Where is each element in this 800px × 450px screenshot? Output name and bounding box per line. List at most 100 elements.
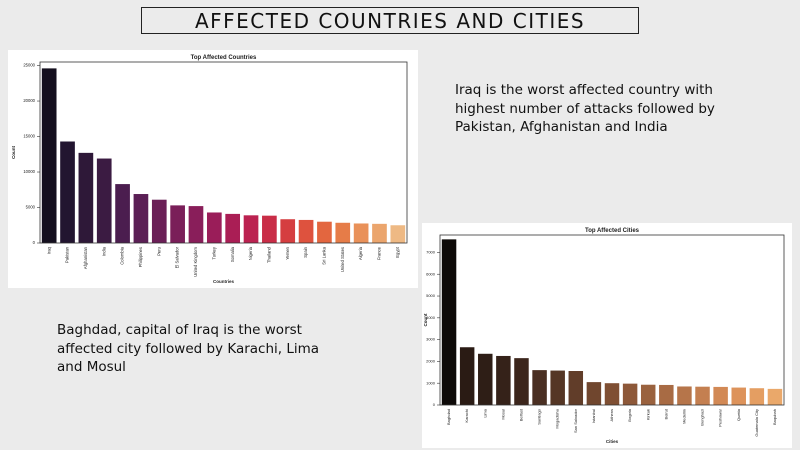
cities-y-tick-label: 3000 bbox=[426, 337, 436, 342]
cities-x-tick-label: Belfast bbox=[519, 408, 524, 421]
countries-bar bbox=[243, 215, 259, 243]
cities-bar bbox=[496, 355, 511, 405]
cities-bar bbox=[459, 347, 475, 405]
countries-x-tick-label: Sri Lanka bbox=[322, 246, 327, 264]
cities-x-tick-label: Peshawar bbox=[718, 408, 723, 426]
countries-bar bbox=[41, 68, 57, 243]
cities-bar bbox=[731, 387, 746, 405]
cities-x-tick-label: Quetta bbox=[736, 408, 741, 421]
countries-bar bbox=[60, 141, 75, 243]
countries-y-axis-label: Count bbox=[11, 146, 16, 159]
cities-x-tick-label: San Salvador bbox=[573, 408, 578, 433]
cities-bar bbox=[532, 370, 547, 405]
countries-x-tick-label: Algeria bbox=[358, 246, 363, 260]
countries-x-tick-label: Nigeria bbox=[248, 246, 253, 260]
cities-bar bbox=[767, 388, 783, 405]
countries-x-axis-label: Countries bbox=[213, 279, 234, 284]
cities-bar bbox=[514, 358, 529, 405]
cities-y-tick-label: 4000 bbox=[426, 315, 436, 320]
countries-x-tick-label: Somalia bbox=[230, 246, 235, 262]
cities-x-tick-label: Istanbul bbox=[591, 409, 596, 423]
countries-description: Iraq is the worst affected country with … bbox=[455, 82, 715, 135]
cities-bar bbox=[604, 383, 620, 405]
countries-x-tick-label: Afghanistan bbox=[83, 246, 88, 269]
countries-bar bbox=[96, 158, 112, 243]
cities-x-tick-label: Baqubah bbox=[772, 409, 777, 425]
countries-y-tick-label: 0 bbox=[33, 240, 36, 245]
cities-chart-panel: Top Affected Cities Baghdad Karachi Lima Mos… bbox=[422, 223, 792, 448]
countries-x-tick-label: United Kingdom bbox=[193, 246, 198, 276]
cities-description: Baghdad, capital of Iraq is the worst af… bbox=[57, 322, 320, 375]
cities-bar bbox=[586, 382, 602, 405]
countries-bar bbox=[170, 205, 185, 243]
countries-bar bbox=[372, 223, 387, 243]
countries-x-tick-label: France bbox=[377, 246, 382, 260]
cities-y-tick-label: 0 bbox=[433, 402, 436, 407]
countries-bar bbox=[133, 194, 149, 243]
countries-bar bbox=[262, 215, 277, 243]
countries-x-tick-label: Turkey bbox=[211, 246, 216, 260]
cities-x-tick-label: Medellin bbox=[681, 409, 686, 424]
cities-x-tick-label: Mogadishu bbox=[555, 409, 560, 429]
cities-bar bbox=[640, 384, 656, 405]
cities-x-tick-label: Beirut bbox=[663, 408, 668, 419]
cities-bar bbox=[713, 386, 728, 405]
countries-x-tick-label: Iraq bbox=[46, 246, 51, 254]
countries-bar bbox=[317, 221, 332, 243]
countries-y-tick-label: 10000 bbox=[23, 169, 35, 174]
cities-x-tick-label: Guatemala City bbox=[754, 409, 759, 437]
cities-chart-title: Top Affected Cities bbox=[585, 228, 640, 234]
cities-plot-frame bbox=[439, 234, 785, 406]
cities-x-tick-label: Athens bbox=[609, 409, 614, 421]
countries-y-tick-label: 15000 bbox=[23, 134, 35, 139]
cities-x-tick-label: Baghdad bbox=[446, 409, 451, 425]
countries-bar bbox=[390, 225, 406, 243]
cities-x-tick-label: Santiago bbox=[537, 408, 542, 425]
countries-bar bbox=[115, 184, 130, 243]
cities-y-tick-label: 5000 bbox=[426, 293, 436, 298]
cities-x-tick-label: Karachi bbox=[464, 409, 469, 423]
cities-bar bbox=[677, 386, 692, 405]
cities-bar bbox=[441, 239, 457, 405]
countries-y-tick-label: 20000 bbox=[23, 98, 35, 103]
countries-x-tick-label: Colombia bbox=[120, 246, 125, 264]
countries-bar bbox=[335, 222, 351, 243]
countries-x-tick-label: Egypt bbox=[395, 246, 400, 258]
countries-x-tick-label: Yemen bbox=[285, 246, 290, 260]
countries-x-tick-label: Peru bbox=[156, 246, 161, 256]
slide-title-box: AFFECTED COUNTRIES AND CITIES bbox=[141, 7, 639, 34]
countries-y-tick-label: 25000 bbox=[23, 63, 35, 68]
countries-x-tick-label: Thailand bbox=[266, 246, 271, 263]
countries-x-tick-label: Pakistan bbox=[65, 246, 70, 263]
cities-bar bbox=[478, 353, 493, 405]
countries-x-tick-label: India bbox=[101, 246, 106, 256]
cities-x-tick-label: Kirkuk bbox=[645, 409, 650, 420]
cities-x-tick-label: Bogota bbox=[627, 408, 632, 421]
countries-bar bbox=[78, 152, 94, 243]
cities-y-tick-label: 7000 bbox=[426, 249, 436, 254]
countries-bar bbox=[298, 219, 314, 243]
cities-bar-chart: Top Affected Cities Baghdad Karachi Lima Mos… bbox=[423, 228, 785, 444]
cities-x-axis-label: Cities bbox=[606, 439, 619, 444]
cities-bar bbox=[695, 386, 710, 405]
cities-y-axis-label: Count bbox=[423, 313, 428, 326]
cities-bar bbox=[622, 383, 638, 405]
cities-bar bbox=[568, 371, 584, 405]
cities-y-tick-label: 1000 bbox=[426, 380, 436, 385]
countries-bar bbox=[151, 199, 167, 243]
countries-bar-chart: Top Affected Countries Iraq Pakistan Afghan… bbox=[11, 55, 408, 284]
cities-bar bbox=[749, 388, 765, 405]
countries-bar bbox=[206, 212, 222, 243]
countries-x-tick-label: Spain bbox=[303, 246, 308, 257]
cities-x-tick-label: Lima bbox=[482, 408, 487, 417]
countries-x-tick-label: El Salvador bbox=[175, 246, 180, 268]
countries-x-tick-label: United States bbox=[340, 247, 345, 272]
slide-title: AFFECTED COUNTRIES AND CITIES bbox=[194, 8, 586, 33]
countries-bar bbox=[225, 213, 241, 243]
countries-chart-panel: Top Affected Countries Iraq Pakistan Afghan… bbox=[8, 50, 418, 288]
cities-bar bbox=[659, 384, 674, 405]
countries-plot-frame bbox=[39, 61, 408, 244]
countries-x-tick-label: Philippines bbox=[138, 247, 143, 267]
countries-bar bbox=[280, 219, 296, 243]
cities-x-tick-label: Benghazi bbox=[700, 409, 705, 426]
